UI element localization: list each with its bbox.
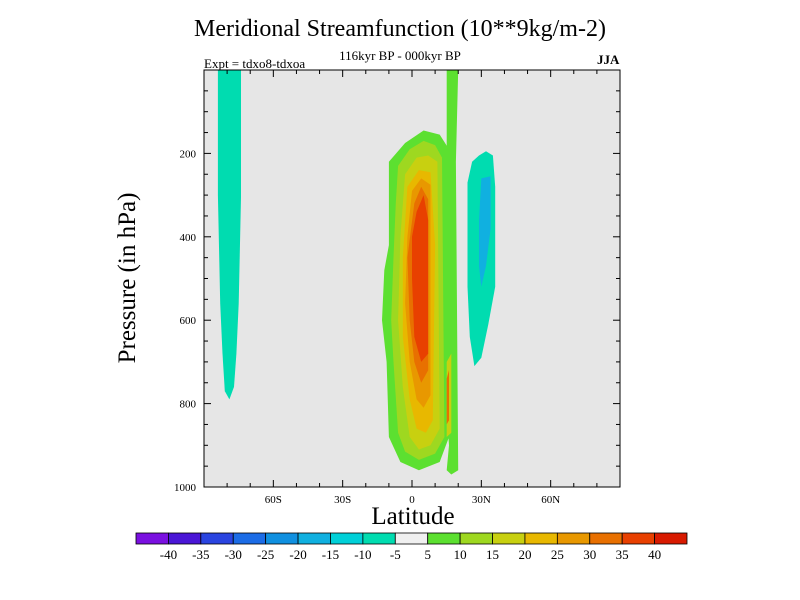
colorbar-label: -10 <box>354 547 371 562</box>
chart-subtitle: 116kyr BP - 000kyr BP <box>339 48 461 63</box>
contour-negative-cell-north-inner <box>479 176 491 287</box>
colorbar-swatch <box>556 532 591 545</box>
x-tick-label: 60N <box>541 494 560 506</box>
colorbar-label: -40 <box>160 547 177 562</box>
colorbar-swatch <box>232 532 267 545</box>
colorbar-swatch <box>459 532 493 545</box>
colorbar-label: 10 <box>454 547 467 562</box>
contour-regions <box>217 70 496 475</box>
colorbar-swatch <box>524 532 558 545</box>
chart-title: Meridional Streamfunction (10**9kg/m-2) <box>194 16 606 42</box>
x-tick-label: 30S <box>334 494 351 506</box>
colorbar-label: -15 <box>322 547 339 562</box>
y-tick-label: 1000 <box>174 482 197 494</box>
colorbar-label: -30 <box>225 547 242 562</box>
colorbar-swatch <box>265 532 299 545</box>
y-tick-label: 600 <box>180 315 197 327</box>
colorbar-label: 15 <box>486 547 499 562</box>
axis-ticks: 60S 30S 0 30N 60N 200 400 600 800 1000 <box>174 70 621 506</box>
colorbar: -40 -35 -30 -25 -20 -15 -10 -5 5 10 15 20 25 30 35 40 <box>135 532 688 562</box>
season-label: JJA <box>597 52 620 67</box>
y-tick-label: 800 <box>180 399 197 411</box>
colorbar-label: 25 <box>551 547 564 562</box>
x-tick-label: 30N <box>472 494 491 506</box>
colorbar-swatch <box>654 532 688 545</box>
colorbar-swatch <box>362 532 396 545</box>
colorbar-label: -35 <box>192 547 209 562</box>
y-tick-label: 400 <box>180 232 197 244</box>
colorbar-swatch <box>621 532 655 545</box>
colorbar-swatch <box>168 532 202 545</box>
colorbar-label: 40 <box>648 547 661 562</box>
colorbar-swatch <box>492 532 526 545</box>
colorbar-swatch <box>135 532 169 545</box>
x-tick-label: 60S <box>265 494 282 506</box>
colorbar-label: -20 <box>289 547 306 562</box>
x-tick-label: 0 <box>409 494 415 506</box>
y-tick-label: 200 <box>180 148 197 160</box>
colorbar-label: 30 <box>583 547 596 562</box>
colorbar-swatch <box>297 532 331 545</box>
colorbar-swatch <box>589 532 623 545</box>
colorbar-label: 35 <box>616 547 629 562</box>
x-axis-label: Latitude <box>371 503 455 530</box>
contour-positive-lobe-north-30 <box>446 370 449 425</box>
colorbar-swatch <box>330 532 364 545</box>
colorbar-label: -5 <box>390 547 401 562</box>
contour-positive-cell-35 <box>412 195 429 362</box>
colorbar-swatch <box>200 532 234 545</box>
contour-negative-cell-south-outer <box>217 70 241 400</box>
colorbar-swatch <box>394 532 429 545</box>
colorbar-label: -25 <box>257 547 274 562</box>
colorbar-swatch <box>427 532 461 545</box>
experiment-label: Expt = tdxo8-tdxoa <box>204 56 306 71</box>
colorbar-label: 5 <box>424 547 431 562</box>
colorbar-label: 20 <box>518 547 531 562</box>
